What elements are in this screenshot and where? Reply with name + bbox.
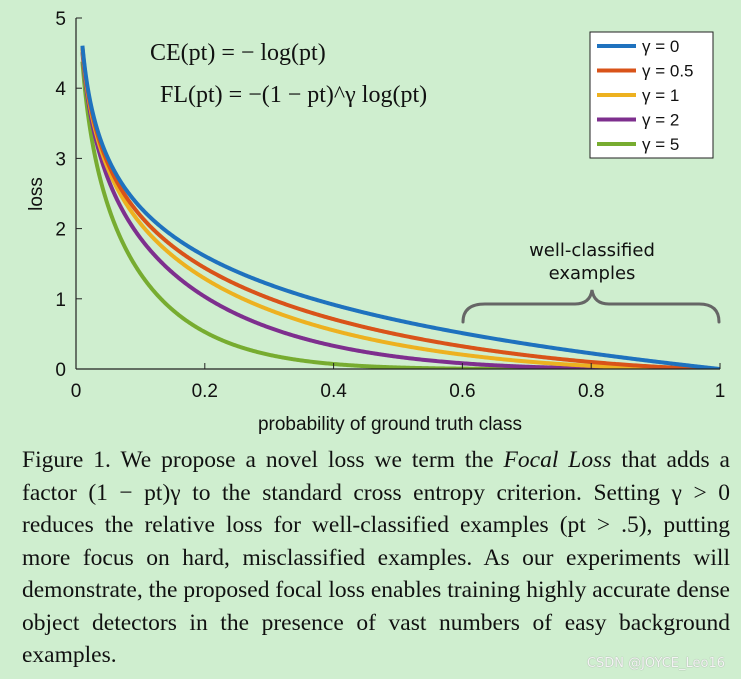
caption-prefix: Figure 1. We propose a novel loss we ter… [22,447,504,473]
legend-label: γ = 0.5 [642,62,694,81]
y-tick-label: 0 [55,360,66,381]
x-tick-label: 0.8 [578,381,604,402]
y-tick-label: 4 [55,79,66,100]
annotation-brace [461,289,721,324]
curve-gamma-0 [80,43,720,369]
annotation-line1: well-classified [529,240,655,261]
well-classified-annotation: well-classified examples [461,240,721,324]
focal-loss-chart: 0 0.2 0.4 0.6 0.8 1 0 1 2 3 4 5 probability of gro… [26,9,726,435]
caption-after-term: that adds a factor [22,447,730,506]
legend-label: γ = 2 [642,111,679,130]
x-tick-label: 1 [715,381,726,402]
y-tick-label: 5 [55,9,66,30]
caption-term: Focal Loss [503,447,612,473]
legend-label: γ = 0 [642,37,679,56]
legend: γ = 0 γ = 0.5 γ = 1 γ = 2 γ = 5 [589,31,714,159]
curve-gamma-2 [80,50,720,369]
figure-caption: Figure 1. We propose a novel loss we ter… [22,444,730,672]
y-axis-label: loss [26,177,47,211]
curve-gamma-0-5 [80,45,720,369]
legend-label: γ = 5 [642,135,679,154]
x-tick-label: 0.6 [449,381,475,402]
watermark: CSDN @JOYCE_Leo16 [586,656,725,671]
x-axis-label: probability of ground truth class [258,414,522,435]
legend-label: γ = 1 [642,86,679,105]
axes [75,18,720,370]
x-tick-label: 0.2 [192,381,218,402]
annotation-line2: examples [549,263,636,284]
fl-formula: FL(pt) = −(1 − pt)^γ log(pt) [160,82,427,108]
caption-body: to the standard cross entropy criterion.… [22,479,730,669]
caption-factor: (1 − pt)γ [88,479,181,506]
x-tick-label: 0.4 [320,381,347,402]
x-tick-label: 0 [71,381,82,402]
y-tick-label: 1 [55,290,66,311]
y-axis-ticks: 0 1 2 3 4 5 [55,9,82,381]
y-tick-label: 2 [55,220,66,241]
x-axis-ticks: 0 0.2 0.4 0.6 0.8 1 [71,363,726,402]
curve-gamma-1 [80,47,720,369]
y-tick-label: 3 [55,149,66,170]
ce-formula: CE(pt) = − log(pt) [150,40,326,66]
